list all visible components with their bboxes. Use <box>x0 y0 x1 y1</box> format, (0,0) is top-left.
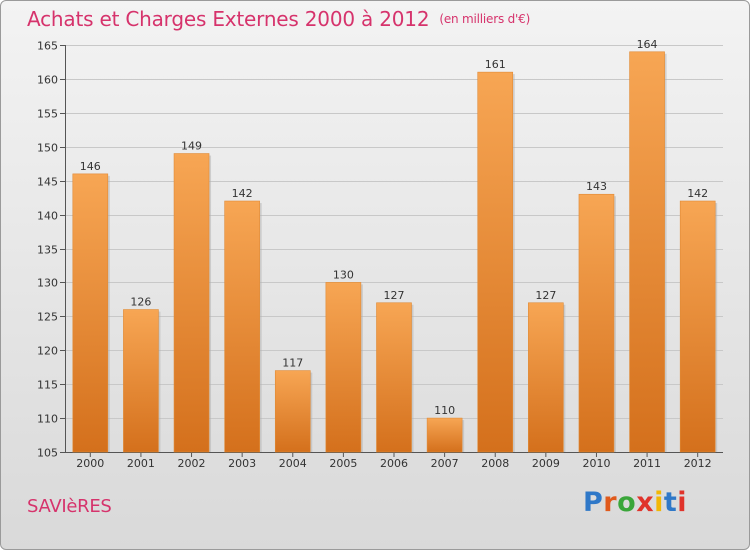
logo-letter: x <box>636 487 655 518</box>
y-tick-label: 145 <box>37 176 58 189</box>
bar-value-label: 161 <box>485 58 506 71</box>
bar <box>477 71 514 453</box>
bar-value-label: 127 <box>535 289 556 302</box>
y-tick-label: 165 <box>37 40 58 53</box>
y-tick-label: 105 <box>37 447 58 460</box>
y-tick-label: 135 <box>37 244 58 257</box>
bar-value-label: 130 <box>333 268 354 281</box>
logo-letter: P <box>583 487 604 518</box>
bar <box>578 193 615 453</box>
bars-layer <box>72 51 718 453</box>
y-tick-label: 150 <box>37 142 58 155</box>
bar-value-label: 143 <box>586 180 607 193</box>
bar <box>224 200 260 453</box>
logo-letter: i <box>654 487 664 518</box>
chart-title-text: Achats et Charges Externes 2000 à 2012 <box>27 7 430 31</box>
y-tick-label: 130 <box>37 277 58 290</box>
x-tick-label: 2011 <box>633 457 661 470</box>
x-tick-label: 2005 <box>329 457 357 470</box>
bar <box>376 302 412 453</box>
proxiti-logo[interactable]: Proxiti <box>583 487 687 518</box>
x-tick-label: 2002 <box>178 457 206 470</box>
x-tick-label: 2009 <box>532 457 560 470</box>
logo-letter: r <box>603 487 618 518</box>
bar <box>325 282 362 453</box>
logo-letter: o <box>617 487 637 518</box>
x-tick-label: 2012 <box>684 457 712 470</box>
y-tick-label: 120 <box>37 345 58 358</box>
bar-value-label: 142 <box>232 187 253 200</box>
bar <box>426 417 463 453</box>
bar-value-label: 164 <box>637 38 658 51</box>
x-tick-label: 2006 <box>380 457 408 470</box>
x-tick-label: 2010 <box>582 457 610 470</box>
bar <box>173 153 210 453</box>
y-tick-label: 110 <box>37 413 58 426</box>
chart-subtitle: (en milliers d'€) <box>439 12 531 26</box>
chart-title: Achats et Charges Externes 2000 à 2012 (e… <box>27 7 530 31</box>
x-tick-label: 2000 <box>76 457 104 470</box>
bar <box>679 200 716 453</box>
logo-letter: t <box>663 487 678 518</box>
y-tick-label: 125 <box>37 311 58 324</box>
y-tick-label: 140 <box>37 210 58 223</box>
bar <box>123 309 159 453</box>
y-tick-label: 115 <box>37 379 58 392</box>
bar <box>274 370 311 453</box>
bar-value-label: 142 <box>687 187 708 200</box>
location-name: SAVIèRES <box>27 496 112 517</box>
x-tick-label: 2007 <box>431 457 459 470</box>
x-tick-label: 2004 <box>279 457 307 470</box>
bar-value-label: 110 <box>434 404 455 417</box>
x-tick-label: 2003 <box>228 457 256 470</box>
bar-value-label: 149 <box>181 140 202 153</box>
logo-letter: i <box>677 487 688 518</box>
bar <box>629 51 665 453</box>
y-tick-label: 160 <box>37 74 58 87</box>
labels-layer: 105 110 115 120 125 130 135 140 145 150 155 160 165 1… <box>37 38 712 470</box>
bar-value-label: 146 <box>80 160 101 173</box>
x-tick-label: 2001 <box>127 457 155 470</box>
y-tick-label: 155 <box>37 108 58 121</box>
bar-value-label: 126 <box>130 296 151 309</box>
bar <box>72 173 109 453</box>
x-tick-label: 2008 <box>481 457 509 470</box>
bar-value-label: 117 <box>282 357 303 370</box>
bar-value-label: 127 <box>384 289 405 302</box>
bar <box>528 302 564 453</box>
